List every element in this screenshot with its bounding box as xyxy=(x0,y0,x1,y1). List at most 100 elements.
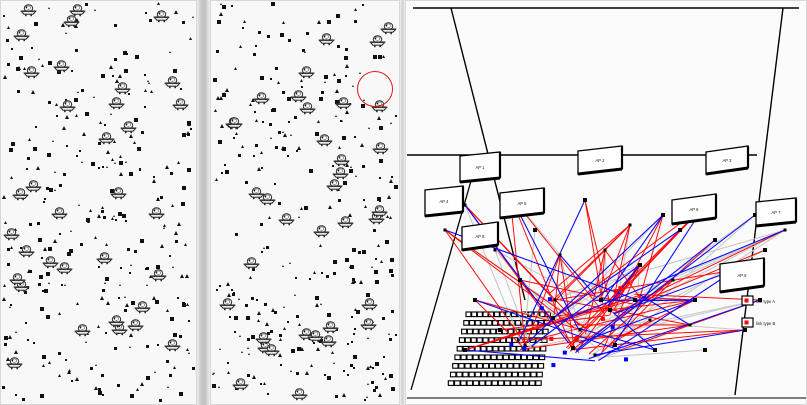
panel-divider-left xyxy=(197,0,210,405)
network-node[interactable] xyxy=(661,213,665,217)
network-node[interactable] xyxy=(703,348,707,352)
grid-cell xyxy=(538,354,546,361)
network-node[interactable] xyxy=(758,298,762,302)
network-node-accent[interactable] xyxy=(600,316,605,321)
network-node[interactable] xyxy=(493,248,497,252)
ap-box[interactable]: AP 6 xyxy=(671,193,718,226)
scatter-dot xyxy=(317,20,321,24)
grid-cell xyxy=(458,337,466,343)
legend-label: link type B xyxy=(756,321,776,326)
scatter-dot xyxy=(81,89,84,92)
grid-cell xyxy=(465,311,472,318)
network-node-accent[interactable] xyxy=(613,289,618,294)
network-node[interactable] xyxy=(578,328,582,332)
network-node[interactable] xyxy=(671,278,675,282)
scatter-dot xyxy=(119,155,122,158)
network-edge xyxy=(509,194,526,348)
network-node[interactable] xyxy=(593,353,597,357)
scatter-dot xyxy=(170,172,173,175)
network-node[interactable] xyxy=(473,298,477,302)
network-node[interactable] xyxy=(608,308,612,312)
network-node[interactable] xyxy=(558,253,562,257)
scatter-dot xyxy=(327,313,331,317)
network-edge xyxy=(519,324,691,351)
network-node-accent[interactable] xyxy=(549,336,554,341)
network-node[interactable] xyxy=(653,348,657,352)
ap-box[interactable]: AP 2 xyxy=(577,145,624,176)
ap-box[interactable]: AP 7 xyxy=(755,197,798,228)
scatter-dot xyxy=(249,276,252,279)
network-node[interactable] xyxy=(648,318,652,322)
network-node[interactable] xyxy=(743,328,747,332)
network-node[interactable] xyxy=(603,248,607,252)
grid-cell xyxy=(517,371,525,378)
legend-entry-1[interactable]: link type A xyxy=(741,295,775,306)
scatter-dot xyxy=(326,275,329,278)
scatter-dot xyxy=(280,33,284,37)
network-node[interactable] xyxy=(463,203,467,207)
legend-entry-2[interactable]: link type B xyxy=(741,317,776,328)
network-node[interactable] xyxy=(638,263,642,267)
scatter-dot xyxy=(2,195,6,199)
network-node[interactable] xyxy=(533,228,537,232)
network-node-accent[interactable] xyxy=(610,325,615,330)
scatter-dot xyxy=(351,316,353,318)
saucer-sprite xyxy=(69,4,86,17)
ap-box[interactable]: AP 8 xyxy=(461,221,500,252)
grid-cell xyxy=(454,380,461,386)
network-node[interactable] xyxy=(553,298,557,302)
network-node[interactable] xyxy=(693,298,697,302)
network-node-accent[interactable] xyxy=(624,357,628,362)
network-node-accent[interactable] xyxy=(539,306,544,311)
network-node[interactable] xyxy=(763,248,767,252)
network-node[interactable] xyxy=(633,298,637,302)
network-node-accent[interactable] xyxy=(522,346,527,351)
network-node[interactable] xyxy=(713,238,717,242)
network-node[interactable] xyxy=(551,316,555,320)
scatter-dot xyxy=(172,266,174,268)
network-node[interactable] xyxy=(628,223,632,227)
network-node[interactable] xyxy=(518,278,522,282)
network-node-accent[interactable] xyxy=(547,297,552,302)
network-node-accent[interactable] xyxy=(509,342,514,347)
grid-cell xyxy=(454,354,461,361)
network-node[interactable] xyxy=(523,343,527,347)
ap-box[interactable]: AP 5 xyxy=(499,187,546,220)
scatter-dot xyxy=(28,138,31,141)
scatter-dot xyxy=(222,5,226,9)
network-node-accent[interactable] xyxy=(618,286,623,291)
scatter-dot xyxy=(54,171,56,173)
network-node[interactable] xyxy=(599,298,603,302)
scatter-dot xyxy=(166,360,169,363)
network-edge xyxy=(464,204,552,297)
network-node[interactable] xyxy=(443,228,447,232)
saucer-sprite xyxy=(23,66,40,79)
network-edge xyxy=(601,264,641,354)
ap-box[interactable]: AP 1 xyxy=(459,151,502,184)
network-node[interactable] xyxy=(498,328,502,332)
scatter-dot xyxy=(70,230,72,232)
ap-box[interactable]: AP 3 xyxy=(705,145,750,176)
scatter-dot xyxy=(247,338,250,341)
network-node[interactable] xyxy=(688,323,692,327)
network-node[interactable] xyxy=(613,343,617,347)
scatter-dot xyxy=(247,347,249,349)
network-node-accent[interactable] xyxy=(562,350,567,355)
network-node[interactable] xyxy=(571,346,575,350)
network-node[interactable] xyxy=(583,198,587,202)
network-node[interactable] xyxy=(678,228,682,232)
scatter-dot xyxy=(154,371,156,373)
scatter-dot xyxy=(328,205,332,209)
ap-box[interactable]: AP 9 xyxy=(719,257,766,294)
scatter-dot xyxy=(255,144,258,147)
scatter-dot xyxy=(110,113,112,115)
grid-cell xyxy=(540,345,547,352)
network-node[interactable] xyxy=(783,228,787,232)
network-node[interactable] xyxy=(753,213,757,217)
network-edge xyxy=(553,254,561,316)
network-node-accent[interactable] xyxy=(551,363,556,368)
network-node[interactable] xyxy=(463,348,467,352)
scatter-dot xyxy=(373,229,376,232)
ap-box[interactable]: AP 4 xyxy=(424,185,465,218)
network-node-accent[interactable] xyxy=(575,336,579,340)
